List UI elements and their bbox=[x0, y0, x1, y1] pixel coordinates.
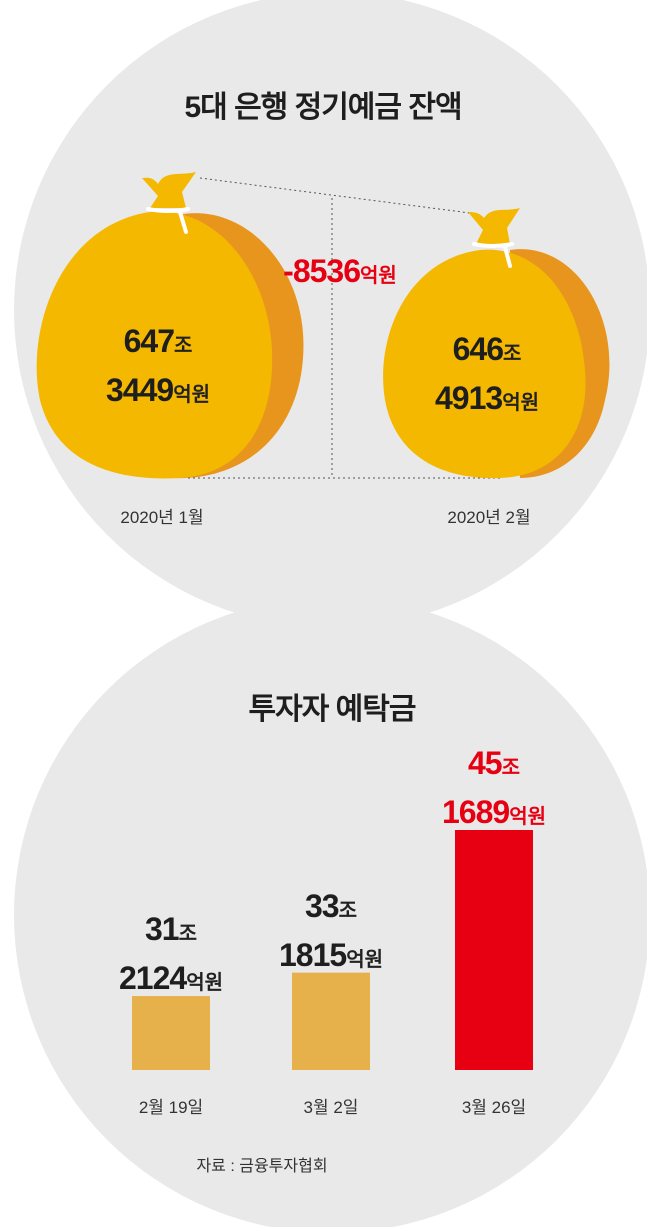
category-label-feb: 2020년 2월 bbox=[447, 508, 531, 527]
change-label: -8536억원 bbox=[283, 253, 397, 290]
bar-1 bbox=[292, 972, 370, 1070]
bar-value-label-0: 31조 2124억원 bbox=[119, 908, 223, 1006]
bar-value-eok-unit: 억원 bbox=[346, 948, 383, 971]
bar-value-jo: 31 bbox=[145, 911, 180, 948]
value-eok: 3449 bbox=[106, 372, 174, 408]
value-eok: 4913 bbox=[435, 380, 503, 416]
bar-value-eok-unit: 억원 bbox=[509, 806, 546, 828]
chart-title-investor-deposit: 투자자 예탁금 bbox=[248, 693, 417, 726]
value-eok-unit: 억원 bbox=[173, 384, 210, 406]
money-bag-icon-jan bbox=[36, 172, 304, 479]
bar-value-eok: 2124 bbox=[119, 960, 187, 997]
category-label-mar26: 3월 26일 bbox=[461, 1098, 527, 1117]
change-unit: 억원 bbox=[360, 265, 397, 287]
deposit-bars bbox=[132, 830, 533, 1070]
category-label-mar2: 3월 2일 bbox=[303, 1098, 359, 1117]
bar-value-jo-unit: 조 bbox=[501, 757, 520, 779]
source-note: 자료 : 금융투자협회 bbox=[196, 1158, 328, 1175]
value-jo-unit: 조 bbox=[502, 343, 522, 365]
bar-value-eok: 1815 bbox=[279, 936, 347, 973]
category-label-jan: 2020년 1월 bbox=[120, 508, 204, 527]
value-label-jan: 647조 3449억원 bbox=[106, 320, 210, 418]
value-jo: 647 bbox=[123, 323, 175, 359]
bar-0 bbox=[132, 996, 210, 1070]
bar-value-jo-unit: 조 bbox=[338, 899, 357, 922]
bar-value-jo: 45 bbox=[468, 745, 503, 781]
category-label-feb19: 2월 19일 bbox=[138, 1098, 204, 1117]
bar-value-label-1: 33조 1815억원 bbox=[279, 885, 383, 983]
bar-value-jo-unit: 조 bbox=[178, 923, 197, 946]
bar-value-eok: 1689 bbox=[442, 794, 510, 830]
value-label-feb: 646조 4913억원 bbox=[435, 328, 539, 426]
connector-line-top bbox=[199, 177, 471, 214]
money-bag-icon-feb bbox=[383, 208, 610, 479]
change-value: -8536 bbox=[283, 253, 361, 289]
chart-title-bank-deposit: 5대 은행 정기예금 잔액 bbox=[184, 91, 462, 124]
bar-value-jo: 33 bbox=[305, 887, 340, 924]
bar-value-label-2: 45조 1689억원 bbox=[442, 742, 546, 840]
value-jo-unit: 조 bbox=[173, 335, 193, 357]
value-eok-unit: 억원 bbox=[502, 392, 539, 414]
bar-value-eok-unit: 억원 bbox=[186, 972, 223, 995]
value-jo: 646 bbox=[452, 331, 504, 367]
bar-2 bbox=[455, 830, 533, 1070]
